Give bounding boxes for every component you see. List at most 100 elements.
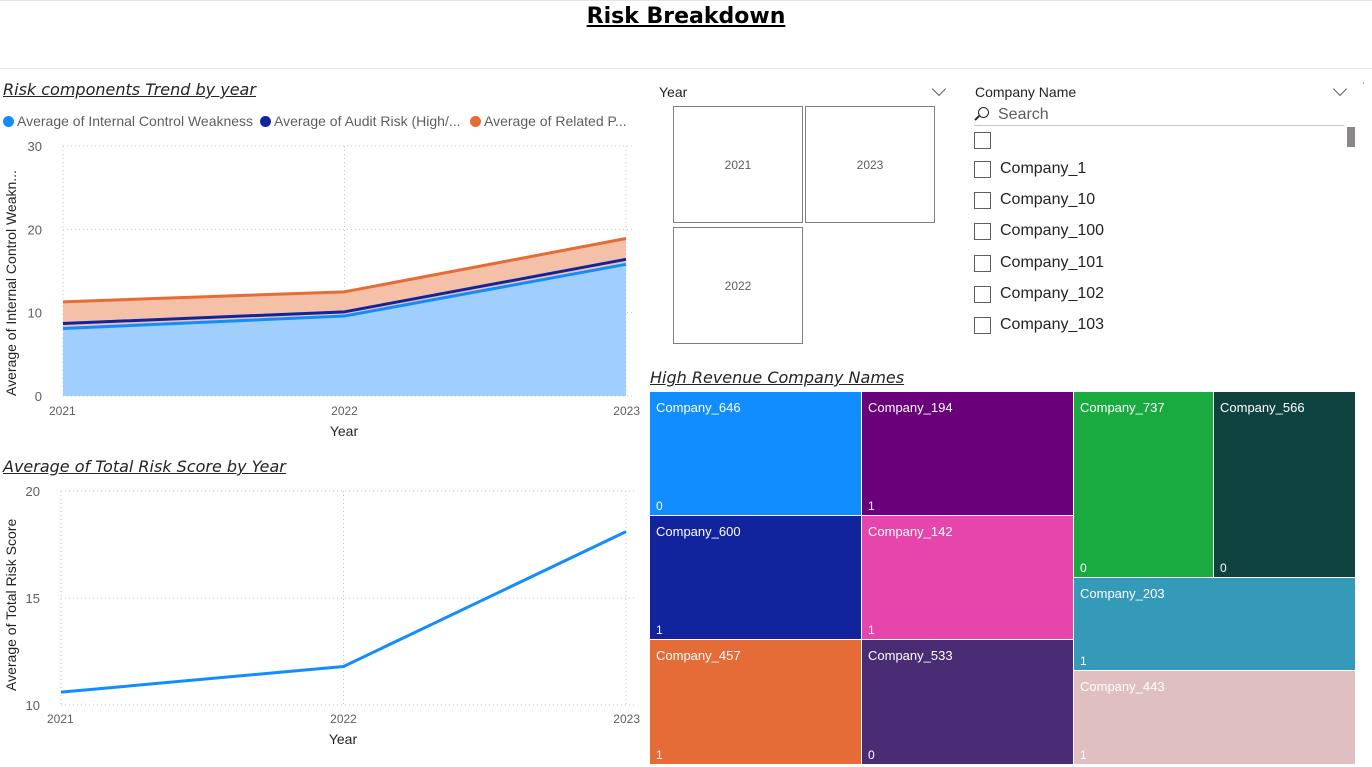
more-options-icon[interactable]: ˙ bbox=[1362, 80, 1366, 94]
treemap-cell-value: 1 bbox=[868, 499, 875, 513]
year-tile-2022[interactable]: 2022 bbox=[673, 227, 803, 344]
internal-control-line bbox=[62, 262, 627, 330]
treemap-cell-value: 1 bbox=[1080, 748, 1087, 762]
legend-dot-icon bbox=[3, 115, 14, 127]
trend-y-ticks: 0 10 20 30 bbox=[28, 139, 42, 404]
legend-item-related-party[interactable]: Average of Related P... bbox=[470, 113, 627, 129]
treemap-cell-company-737[interactable]: Company_737 0 bbox=[1074, 392, 1213, 577]
trend-x-tick-label: 2021 bbox=[49, 404, 76, 418]
trend-y-tick-label: 10 bbox=[28, 306, 42, 321]
year-tile-2021[interactable]: 2021 bbox=[673, 106, 803, 223]
total-risk-line-chart[interactable]: 10 15 20 2021 2022 2023 Year Average of Tota… bbox=[0, 480, 645, 765]
year-slicer-chevron-down-icon[interactable] bbox=[931, 81, 947, 97]
treemap-cell-value: 0 bbox=[656, 499, 663, 513]
treemap-cell-company-203[interactable]: Company_203 1 bbox=[1074, 578, 1355, 670]
legend-dot-icon bbox=[260, 115, 271, 127]
total-gridlines bbox=[60, 490, 634, 706]
treemap-cell-value: 0 bbox=[868, 748, 875, 762]
treemap-cell-label: Company_646 bbox=[656, 400, 741, 415]
treemap-cell-company-457[interactable]: Company_457 1 bbox=[650, 640, 861, 764]
internal-control-area bbox=[63, 264, 626, 396]
total-x-ticks: 2021 2022 2023 bbox=[47, 712, 640, 726]
total-x-tick-label: 2023 bbox=[613, 712, 640, 726]
company-list-item[interactable]: Company_100 bbox=[974, 220, 1104, 242]
company-list-item[interactable]: Company_102 bbox=[974, 283, 1104, 305]
year-tile-2023[interactable]: 2023 bbox=[805, 106, 935, 223]
company-search-input[interactable]: Search bbox=[974, 104, 1344, 126]
trend-x-tick-label: 2022 bbox=[331, 404, 358, 418]
checkbox[interactable] bbox=[974, 285, 991, 303]
total-y-ticks: 10 15 20 bbox=[26, 484, 40, 713]
treemap-cell-label: Company_600 bbox=[656, 524, 741, 539]
trend-y-tick-label: 30 bbox=[28, 139, 42, 154]
checkbox[interactable] bbox=[974, 254, 991, 272]
treemap-cell-value: 1 bbox=[868, 623, 875, 637]
total-y-tick-label: 15 bbox=[26, 591, 40, 606]
legend-label: Average of Internal Control Weakness bbox=[17, 113, 254, 129]
search-placeholder: Search bbox=[998, 106, 1049, 123]
treemap-cell-label: Company_443 bbox=[1080, 679, 1165, 694]
trend-chart-legend[interactable]: Average of Internal Control Weakness Ave… bbox=[3, 113, 633, 131]
treemap-cell-label: Company_533 bbox=[868, 648, 953, 663]
total-chart-title: Average of Total Risk Score by Year bbox=[3, 457, 286, 476]
trend-x-tick-label: 2023 bbox=[613, 404, 640, 418]
total-y-tick-label: 20 bbox=[26, 484, 40, 499]
checkbox[interactable] bbox=[974, 316, 991, 334]
company-list-scrollbar[interactable] bbox=[1347, 127, 1355, 147]
legend-item-internal-control[interactable]: Average of Internal Control Weakness bbox=[3, 113, 253, 129]
company-list-item[interactable] bbox=[974, 129, 1000, 151]
treemap-cell-value: 1 bbox=[656, 623, 663, 637]
trend-y-tick-label: 20 bbox=[28, 222, 42, 237]
related-party-line bbox=[62, 237, 627, 304]
company-slicer-header: Company Name bbox=[975, 84, 1077, 100]
treemap-cell-company-533[interactable]: Company_533 0 bbox=[862, 640, 1073, 764]
trend-y-tick-label: 0 bbox=[35, 389, 42, 404]
search-icon bbox=[978, 107, 989, 118]
trend-chart-title: Risk components Trend by year bbox=[3, 80, 256, 99]
company-list-item[interactable]: Company_1 bbox=[974, 158, 1086, 180]
trend-x-axis-label: Year bbox=[330, 423, 359, 439]
company-label: Company_101 bbox=[1000, 254, 1105, 271]
treemap-cell-label: Company_203 bbox=[1080, 586, 1165, 601]
treemap-cell-company-443[interactable]: Company_443 1 bbox=[1074, 671, 1355, 764]
company-list-item[interactable]: Company_101 bbox=[974, 252, 1104, 274]
treemap-title: High Revenue Company Names bbox=[650, 368, 905, 387]
treemap-cell-value: 0 bbox=[1080, 561, 1087, 575]
treemap-cell-value: 1 bbox=[1080, 654, 1087, 668]
trend-area-chart[interactable]: 0 10 20 30 2021 2022 2023 Year Average of Int… bbox=[0, 138, 645, 443]
legend-item-audit-risk[interactable]: Average of Audit Risk (High/... bbox=[260, 113, 461, 129]
company-label: Company_103 bbox=[1000, 316, 1105, 333]
audit-risk-line bbox=[62, 257, 627, 325]
company-list-item[interactable]: Company_103 bbox=[974, 314, 1104, 336]
treemap-cell-value: 1 bbox=[656, 748, 663, 762]
treemap-cell-company-194[interactable]: Company_194 1 bbox=[862, 392, 1073, 515]
treemap-cell-company-142[interactable]: Company_142 1 bbox=[862, 516, 1073, 639]
trend-x-ticks: 2021 2022 2023 bbox=[49, 404, 640, 418]
total-lines bbox=[60, 530, 627, 694]
legend-dot-icon bbox=[470, 115, 481, 127]
top-border bbox=[0, 0, 1372, 1]
trend-areas bbox=[63, 238, 626, 396]
treemap-cell-company-600[interactable]: Company_600 1 bbox=[650, 516, 861, 639]
total-y-tick-label: 10 bbox=[26, 698, 40, 713]
company-label: Company_10 bbox=[1000, 191, 1096, 208]
company-slicer-chevron-down-icon[interactable] bbox=[1332, 81, 1348, 97]
company-list-item[interactable]: Company_10 bbox=[974, 189, 1095, 211]
treemap-cell-company-646[interactable]: Company_646 0 bbox=[650, 392, 861, 515]
checkbox[interactable] bbox=[974, 222, 991, 240]
total-x-tick-label: 2021 bbox=[47, 712, 74, 726]
page-title: Risk Breakdown bbox=[586, 4, 786, 29]
checkbox[interactable] bbox=[974, 191, 991, 209]
treemap-cell-label: Company_194 bbox=[868, 400, 953, 415]
company-label: Company_102 bbox=[1000, 285, 1105, 302]
checkbox[interactable] bbox=[974, 131, 991, 149]
trend-y-axis-label: Average of Internal Control Weakn... bbox=[3, 170, 19, 396]
checkbox[interactable] bbox=[974, 160, 991, 178]
related-party-area bbox=[63, 238, 626, 329]
treemap-cell-label: Company_457 bbox=[656, 648, 741, 663]
treemap-cell-label: Company_142 bbox=[868, 524, 953, 539]
total-x-tick-label: 2022 bbox=[330, 712, 357, 726]
treemap-cell-company-566[interactable]: Company_566 0 bbox=[1214, 392, 1355, 577]
total-y-axis-label: Average of Total Risk Score bbox=[3, 519, 19, 691]
treemap-cell-label: Company_737 bbox=[1080, 400, 1165, 415]
